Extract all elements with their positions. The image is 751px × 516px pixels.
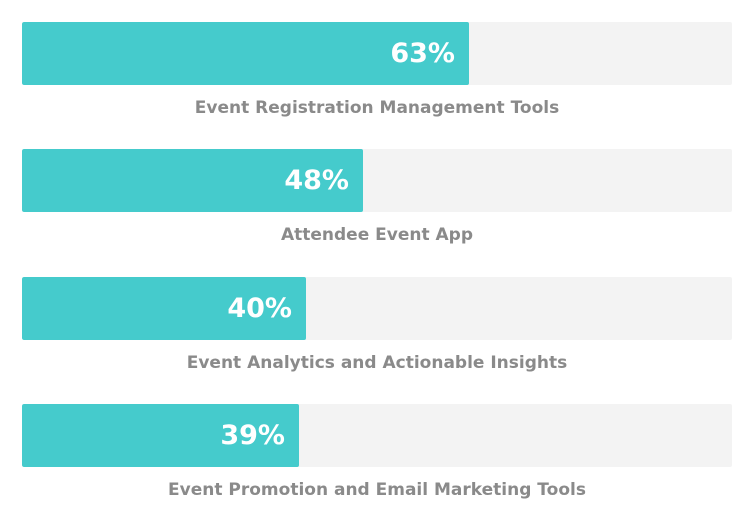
bar-row: 39% Event Promotion and Email Marketing T… [22, 404, 732, 500]
category-label: Event Promotion and Email Marketing Tool… [168, 480, 586, 500]
bar-value-label: 39% [220, 420, 285, 451]
bar-value-label: 63% [390, 38, 455, 69]
bar [22, 22, 469, 85]
bar-track: 39% [22, 404, 732, 467]
bar [22, 149, 363, 212]
bar [22, 277, 306, 340]
category-label: Event Registration Management Tools [194, 98, 560, 118]
bar-value-label: 48% [284, 165, 349, 196]
bar-track: 48% [22, 149, 732, 212]
category-label: Event Analytics and Actionable Insights [186, 353, 568, 373]
bar-track: 40% [22, 277, 732, 340]
bar [22, 404, 299, 467]
bar-value-label: 40% [227, 293, 292, 324]
bar-track: 63% [22, 22, 732, 85]
bar-row: 48% Attendee Event App [22, 149, 732, 245]
bar-row: 63% Event Registration Management Tools [22, 22, 732, 118]
bar-row: 40% Event Analytics and Actionable Insigh… [22, 277, 732, 373]
category-label: Attendee Event App [280, 225, 474, 245]
